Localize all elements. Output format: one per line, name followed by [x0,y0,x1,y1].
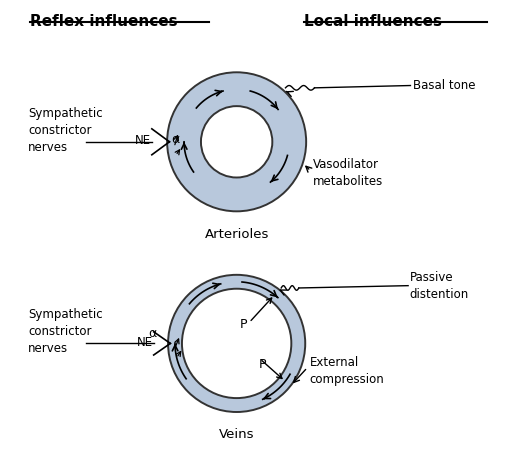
Circle shape [168,275,305,412]
Text: P: P [259,358,266,371]
Circle shape [182,289,291,398]
Text: Local influences: Local influences [304,15,442,30]
Text: Sympathetic
constrictor
nerves: Sympathetic constrictor nerves [28,308,102,356]
Text: Passive
distention: Passive distention [409,271,469,301]
Text: Reflex influences: Reflex influences [30,15,178,30]
Text: Vasodilator
metabolites: Vasodilator metabolites [313,159,383,189]
Text: Sympathetic
constrictor
nerves: Sympathetic constrictor nerves [28,107,102,154]
Text: α: α [171,133,180,146]
Text: Basal tone: Basal tone [413,79,475,92]
Text: Arterioles: Arterioles [204,227,269,241]
Text: α: α [148,327,157,340]
Text: NE: NE [135,135,151,147]
Text: P: P [240,318,247,332]
Text: External
compression: External compression [310,356,385,386]
Circle shape [201,106,272,177]
Text: NE: NE [136,336,153,349]
Text: Veins: Veins [219,428,254,441]
Circle shape [167,72,306,212]
